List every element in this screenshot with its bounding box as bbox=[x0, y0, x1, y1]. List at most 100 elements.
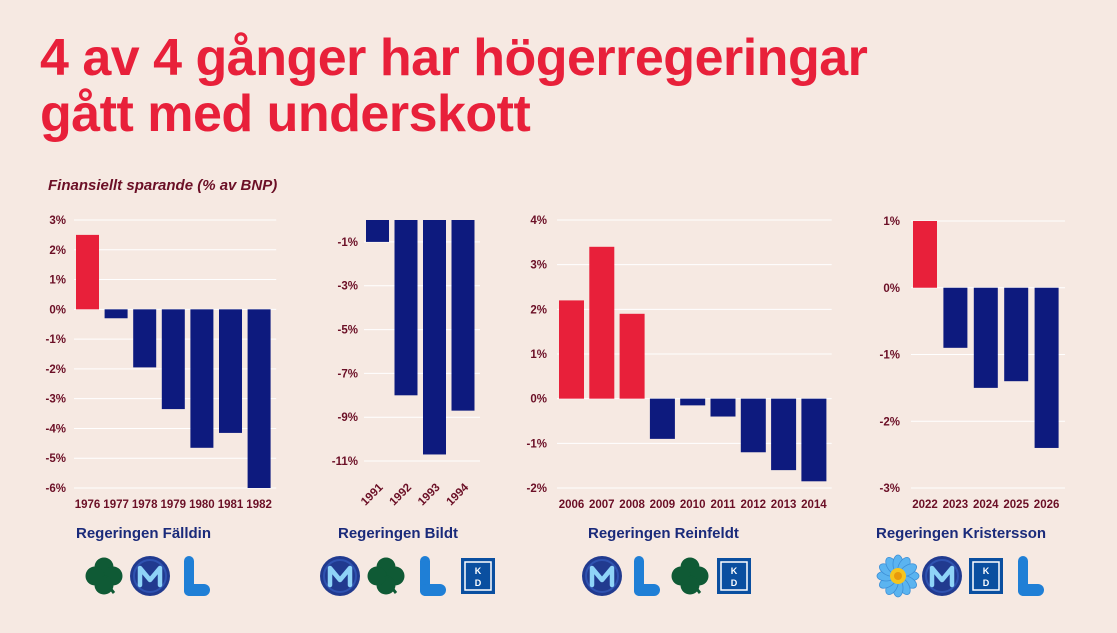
x-tick-label: 2007 bbox=[589, 499, 615, 511]
liberalerna-l-icon bbox=[420, 556, 446, 596]
y-tick-label: 2% bbox=[530, 304, 547, 316]
y-tick-label: 4% bbox=[530, 215, 547, 227]
moderaterna-m-icon bbox=[582, 556, 622, 596]
kristdemokraterna-kd-icon: KD bbox=[969, 558, 1003, 594]
x-tick-label: 1979 bbox=[161, 499, 187, 511]
x-tick-label: 2013 bbox=[771, 499, 797, 511]
y-tick-label: -3% bbox=[880, 483, 900, 495]
chart-2: -1% -3% -5% -7% -9% -11% 1991 1992 1993 1994 Reger… bbox=[320, 220, 495, 596]
y-tick-label: 2% bbox=[49, 245, 66, 257]
moderaterna-m-icon bbox=[922, 556, 962, 596]
svg-text:K: K bbox=[983, 566, 990, 576]
bar-2009 bbox=[649, 398, 675, 439]
bar-2010 bbox=[680, 398, 706, 406]
y-tick-label: 1% bbox=[530, 349, 547, 361]
bar-1977 bbox=[104, 309, 128, 319]
bar-1981 bbox=[219, 309, 242, 433]
centerpartiet-clover-icon bbox=[367, 557, 405, 595]
title-line-2: gått med underskott bbox=[40, 85, 531, 143]
x-tick-label: 1982 bbox=[246, 499, 272, 511]
sverigedemokraterna-flower-icon bbox=[876, 554, 920, 598]
x-tick-label: 2024 bbox=[973, 499, 999, 511]
government-label: Regeringen Kristersson bbox=[876, 525, 1046, 542]
x-tick-label: 2011 bbox=[711, 499, 737, 511]
x-tick-label: 1981 bbox=[218, 499, 244, 511]
bar-2023 bbox=[943, 287, 968, 348]
x-tick-label: 1992 bbox=[388, 482, 415, 509]
y-tick-label: -1% bbox=[527, 438, 547, 450]
x-tick-label: 2014 bbox=[801, 499, 827, 511]
x-tick-label: 2006 bbox=[559, 499, 585, 511]
kristdemokraterna-kd-icon: KD bbox=[717, 558, 751, 594]
y-tick-label: 3% bbox=[530, 260, 547, 272]
x-tick-label: 2025 bbox=[1003, 499, 1029, 511]
y-tick-label: -4% bbox=[46, 423, 66, 435]
x-tick-label: 1980 bbox=[189, 499, 215, 511]
y-tick-label: -1% bbox=[46, 334, 66, 346]
x-tick-label: 2026 bbox=[1034, 499, 1060, 511]
svg-text:K: K bbox=[731, 566, 738, 576]
chart-3: 4% 3% 2% 1% 0% -1% -2% 2006 2007 2008 2009 2010 2011… bbox=[527, 215, 832, 596]
bar-2022 bbox=[913, 221, 937, 288]
x-tick-label: 2008 bbox=[619, 499, 645, 511]
x-tick-label: 1991 bbox=[359, 481, 386, 508]
chart-4: 1% 0% -1% -2% -3% 2022 2023 2024 2025 2026 Regerin… bbox=[876, 216, 1065, 598]
bar-1978 bbox=[133, 309, 157, 368]
bar-1982 bbox=[247, 309, 271, 488]
moderaterna-m-icon bbox=[320, 556, 360, 596]
y-tick-label: 0% bbox=[530, 394, 547, 406]
x-tick-label: 1994 bbox=[445, 481, 472, 508]
y-tick-label: -6% bbox=[46, 483, 66, 495]
bar-2026 bbox=[1034, 287, 1059, 448]
y-tick-label: -1% bbox=[338, 237, 358, 249]
government-label: Regeringen Reinfeldt bbox=[588, 525, 739, 542]
svg-text:K: K bbox=[475, 566, 482, 576]
page-title: 4 av 4 gånger har högerregeringar gått m… bbox=[40, 29, 868, 143]
y-tick-label: -5% bbox=[46, 453, 66, 465]
y-tick-label: -3% bbox=[338, 281, 358, 293]
y-tick-label: -2% bbox=[880, 416, 900, 428]
y-tick-label: 0% bbox=[49, 304, 66, 316]
x-tick-label: 2022 bbox=[912, 499, 938, 511]
y-tick-label: 3% bbox=[49, 215, 66, 227]
bar-2024 bbox=[973, 287, 998, 388]
y-tick-label: -9% bbox=[338, 412, 358, 424]
bar-1980 bbox=[190, 309, 214, 448]
x-tick-label: 2009 bbox=[650, 499, 676, 511]
bar-2007 bbox=[589, 246, 615, 399]
government-label: Regeringen Fälldin bbox=[76, 525, 211, 542]
y-tick-label: 1% bbox=[883, 216, 900, 228]
bar-2006 bbox=[559, 300, 584, 399]
y-tick-label: -2% bbox=[527, 483, 547, 495]
bar-2014 bbox=[801, 398, 827, 482]
title-line-1: 4 av 4 gånger har högerregeringar bbox=[40, 29, 868, 87]
bar-2011 bbox=[710, 398, 736, 417]
x-tick-label: 1977 bbox=[103, 499, 129, 511]
centerpartiet-clover-icon bbox=[671, 557, 709, 595]
centerpartiet-clover-icon bbox=[85, 557, 123, 595]
x-tick-label: 2023 bbox=[943, 499, 969, 511]
y-tick-label: -7% bbox=[338, 368, 358, 380]
bar-1994 bbox=[451, 220, 475, 411]
bar-2012 bbox=[740, 398, 766, 453]
bar-1992 bbox=[394, 220, 418, 396]
x-tick-label: 2010 bbox=[680, 499, 706, 511]
y-tick-label: 0% bbox=[883, 283, 900, 295]
y-tick-label: -2% bbox=[46, 364, 66, 376]
bar-1991 bbox=[366, 220, 389, 242]
y-tick-label: -1% bbox=[880, 350, 900, 362]
kristdemokraterna-kd-icon: KD bbox=[461, 558, 495, 594]
bar-1993 bbox=[423, 220, 446, 455]
y-tick-label: -3% bbox=[46, 394, 66, 406]
x-tick-label: 1978 bbox=[132, 499, 158, 511]
bar-2025 bbox=[1004, 287, 1029, 382]
liberalerna-l-icon bbox=[184, 556, 210, 596]
liberalerna-l-icon bbox=[1018, 556, 1044, 596]
svg-text:D: D bbox=[731, 578, 738, 588]
chart-1: 3%2%1%0%-1%-2%-3%-4%-5%-6%1976 1977 1978 19… bbox=[46, 215, 277, 596]
chart-subtitle: Finansiellt sparande (% av BNP) bbox=[48, 177, 278, 194]
bar-2013 bbox=[771, 398, 797, 471]
x-tick-label: 2012 bbox=[741, 499, 767, 511]
bar-2008 bbox=[619, 313, 645, 399]
